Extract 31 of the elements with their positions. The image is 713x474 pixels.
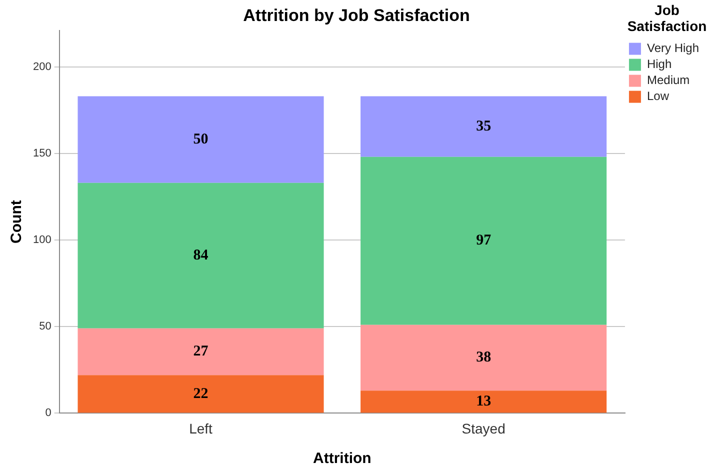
- y-tick-label: 50: [39, 320, 52, 333]
- x-tick-label: Stayed: [462, 420, 506, 436]
- legend-label: Low: [646, 89, 670, 104]
- y-tick-label: 0: [45, 407, 52, 420]
- data-label: 13: [476, 394, 492, 410]
- data-label: 50: [193, 131, 208, 148]
- legend-label: Very High: [646, 41, 700, 56]
- y-tick-label: 100: [32, 234, 52, 246]
- x-axis-title: Attrition: [313, 450, 372, 468]
- data-label: 22: [193, 386, 208, 402]
- chart-title: Attrition by Job Satisfaction: [243, 6, 470, 25]
- bar: [360, 156, 607, 325]
- x-tick-label: Left: [189, 420, 213, 436]
- bar: [78, 375, 324, 413]
- legend-title: Job Satisfaction: [627, 2, 707, 34]
- data-label: 27: [193, 344, 209, 360]
- legend-label: High: [646, 57, 672, 72]
- data-label: 84: [193, 247, 209, 264]
- y-tick-label: 150: [32, 147, 52, 160]
- data-label: 35: [476, 118, 492, 134]
- bar: [360, 96, 607, 157]
- bar: [360, 324, 607, 391]
- y-tick-label: 200: [32, 60, 52, 73]
- bar: [360, 390, 607, 413]
- bar: [78, 328, 324, 376]
- bar: [78, 182, 324, 328]
- legend-label: Medium: [646, 73, 690, 88]
- y-axis-title: Count: [8, 200, 26, 244]
- data-label: 38: [476, 350, 492, 366]
- bar: [78, 96, 324, 183]
- data-label: 97: [476, 232, 492, 249]
